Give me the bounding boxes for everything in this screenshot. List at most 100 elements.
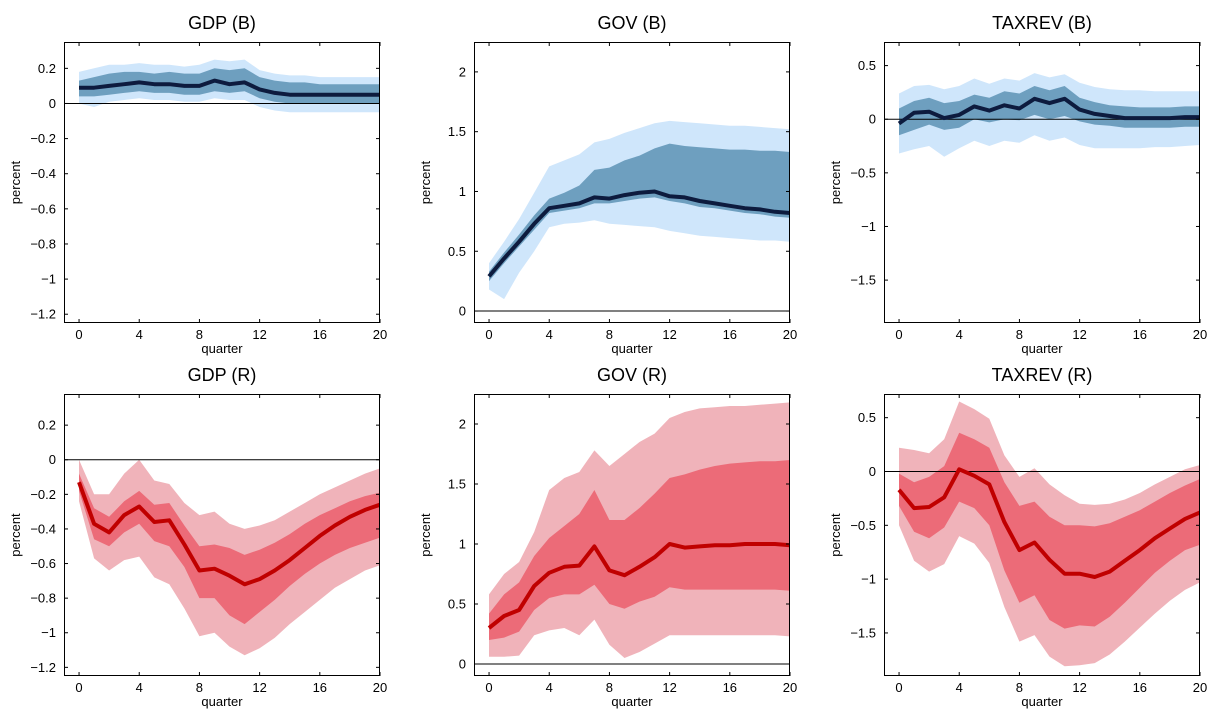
- x-tick-label: 8: [196, 327, 203, 342]
- panel-title: GDP (R): [188, 365, 257, 385]
- y-axis-label: percent: [828, 160, 843, 204]
- y-tick-label: −0.4: [30, 521, 56, 536]
- axes-frame: [884, 42, 1200, 323]
- median-response-line: [487, 542, 790, 630]
- x-tick-label: 0: [895, 680, 902, 695]
- x-axis-label: quarter: [201, 694, 243, 709]
- y-tick-label: −1: [41, 272, 56, 287]
- y-tick-label: 1: [459, 184, 466, 199]
- y-tick-label: −1.5: [850, 273, 876, 288]
- y-tick-label: 0.5: [448, 244, 466, 259]
- y-tick-label: −0.2: [30, 487, 56, 502]
- y-tick-label: 1.5: [448, 124, 466, 139]
- x-tick-label: 4: [136, 327, 143, 342]
- x-tick-label: 8: [196, 680, 203, 695]
- panel-title: GOV (R): [597, 365, 667, 385]
- x-tick-label: 12: [1072, 680, 1086, 695]
- x-tick-label: 20: [1193, 680, 1207, 695]
- x-tick-label: 12: [252, 327, 266, 342]
- median-response-line: [77, 481, 380, 587]
- x-tick-label: 16: [313, 680, 327, 695]
- y-tick-label: 2: [459, 417, 466, 432]
- panel-gdp-r: 0 4 8 12 16 20 −1.2 −1 −0.8 −0.6 −0.4 −0.2 0 0.2 GDP (…: [8, 365, 387, 709]
- x-axis-label: quarter: [611, 694, 653, 709]
- y-tick-label: 0: [869, 464, 876, 479]
- x-tick-label: 12: [662, 680, 676, 695]
- panel-gov-b: 0 4 8 12 16 20 0 0.5 1 1.5 2 GOV (B) quarter percent: [418, 13, 797, 356]
- y-tick-label: 0: [49, 452, 56, 467]
- y-tick-label: −1.2: [30, 307, 56, 322]
- median-response-line: [897, 467, 1200, 579]
- median-response-line: [897, 96, 1200, 126]
- y-tick-label: −1.5: [850, 625, 876, 640]
- plot-area: [64, 459, 380, 656]
- x-tick-label: 20: [783, 327, 797, 342]
- plot-area: [474, 402, 790, 665]
- y-axis-label: percent: [8, 160, 23, 204]
- y-tick-label: −0.6: [30, 201, 56, 216]
- panel-gdp-b: 0 4 8 12 16 20 −1.2 −1 −0.8 −0.6 −0.4 −0.2 0 0.2 GDP (…: [8, 13, 387, 356]
- x-axis-label: quarter: [611, 341, 653, 356]
- x-tick-label: 4: [136, 680, 143, 695]
- y-tick-label: 0: [869, 112, 876, 127]
- x-tick-label: 0: [75, 680, 82, 695]
- x-tick-label: 4: [956, 327, 963, 342]
- y-tick-label: 0.5: [448, 597, 466, 612]
- y-tick-label: 0: [459, 304, 466, 319]
- inner-confidence-band: [899, 86, 1200, 136]
- x-tick-label: 16: [1133, 680, 1147, 695]
- y-tick-label: 1: [459, 537, 466, 552]
- x-tick-label: 20: [373, 327, 387, 342]
- x-axis-label: quarter: [1021, 341, 1063, 356]
- x-tick-label: 20: [783, 680, 797, 695]
- axes-frame: [884, 394, 1200, 676]
- y-tick-label: −0.8: [30, 591, 56, 606]
- x-tick-label: 0: [75, 327, 82, 342]
- x-tick-label: 20: [373, 680, 387, 695]
- median-response-line: [79, 78, 380, 97]
- y-axis-label: percent: [418, 160, 433, 204]
- x-tick-label: 4: [546, 680, 553, 695]
- axes-frame: [474, 394, 790, 676]
- median-response-line: [487, 189, 790, 278]
- inner-confidence-band: [489, 460, 790, 640]
- y-tick-label: 0: [459, 657, 466, 672]
- x-tick-label: 8: [606, 680, 613, 695]
- y-tick-label: 0.2: [38, 418, 56, 433]
- x-axis-label: quarter: [201, 341, 243, 356]
- x-tick-label: 8: [1016, 680, 1023, 695]
- plot-area: [884, 73, 1200, 157]
- panel-title: GDP (B): [188, 13, 256, 33]
- inner-confidence-band: [79, 473, 380, 625]
- inner-confidence-band: [899, 432, 1200, 629]
- x-tick-label: 0: [485, 327, 492, 342]
- x-tick-label: 0: [485, 680, 492, 695]
- x-tick-label: 8: [606, 327, 613, 342]
- x-tick-label: 0: [895, 327, 902, 342]
- y-tick-label: 2: [459, 64, 466, 79]
- panel-title: TAXREV (B): [992, 13, 1092, 33]
- y-tick-label: −0.4: [30, 166, 56, 181]
- x-tick-label: 16: [723, 327, 737, 342]
- x-tick-label: 12: [662, 327, 676, 342]
- x-tick-label: 16: [1133, 327, 1147, 342]
- y-tick-label: −0.5: [850, 518, 876, 533]
- panel-title: TAXREV (R): [992, 365, 1093, 385]
- y-tick-label: 0.5: [858, 410, 876, 425]
- panel-title: GOV (B): [597, 13, 666, 33]
- x-tick-label: 16: [313, 327, 327, 342]
- y-tick-label: −0.6: [30, 556, 56, 571]
- y-tick-label: −0.2: [30, 131, 56, 146]
- y-tick-label: −1: [861, 572, 876, 587]
- panel-gov-r: 0 4 8 12 16 20 0 0.5 1 1.5 2 GOV (R) quarter percent: [418, 365, 797, 709]
- y-tick-label: −0.5: [850, 165, 876, 180]
- y-axis-label: percent: [418, 513, 433, 557]
- x-tick-label: 8: [1016, 327, 1023, 342]
- x-tick-label: 12: [1072, 327, 1086, 342]
- x-tick-label: 12: [252, 680, 266, 695]
- x-tick-label: 20: [1193, 327, 1207, 342]
- inner-confidence-band: [489, 143, 790, 282]
- plot-area: [64, 59, 380, 113]
- y-axis-label: percent: [8, 513, 23, 557]
